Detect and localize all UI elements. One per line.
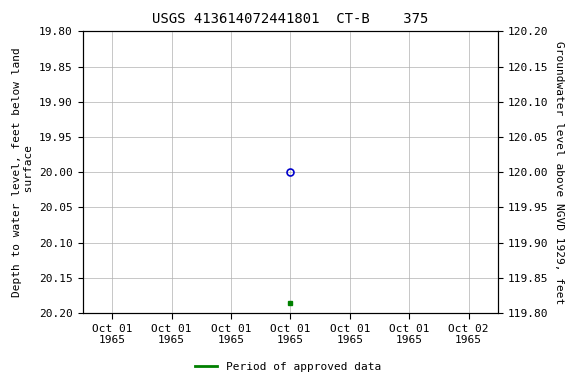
Legend: Period of approved data: Period of approved data: [191, 358, 385, 377]
Y-axis label: Groundwater level above NGVD 1929, feet: Groundwater level above NGVD 1929, feet: [554, 41, 564, 304]
Y-axis label: Depth to water level, feet below land
 surface: Depth to water level, feet below land su…: [12, 47, 33, 297]
Title: USGS 413614072441801  CT-B    375: USGS 413614072441801 CT-B 375: [152, 12, 429, 26]
